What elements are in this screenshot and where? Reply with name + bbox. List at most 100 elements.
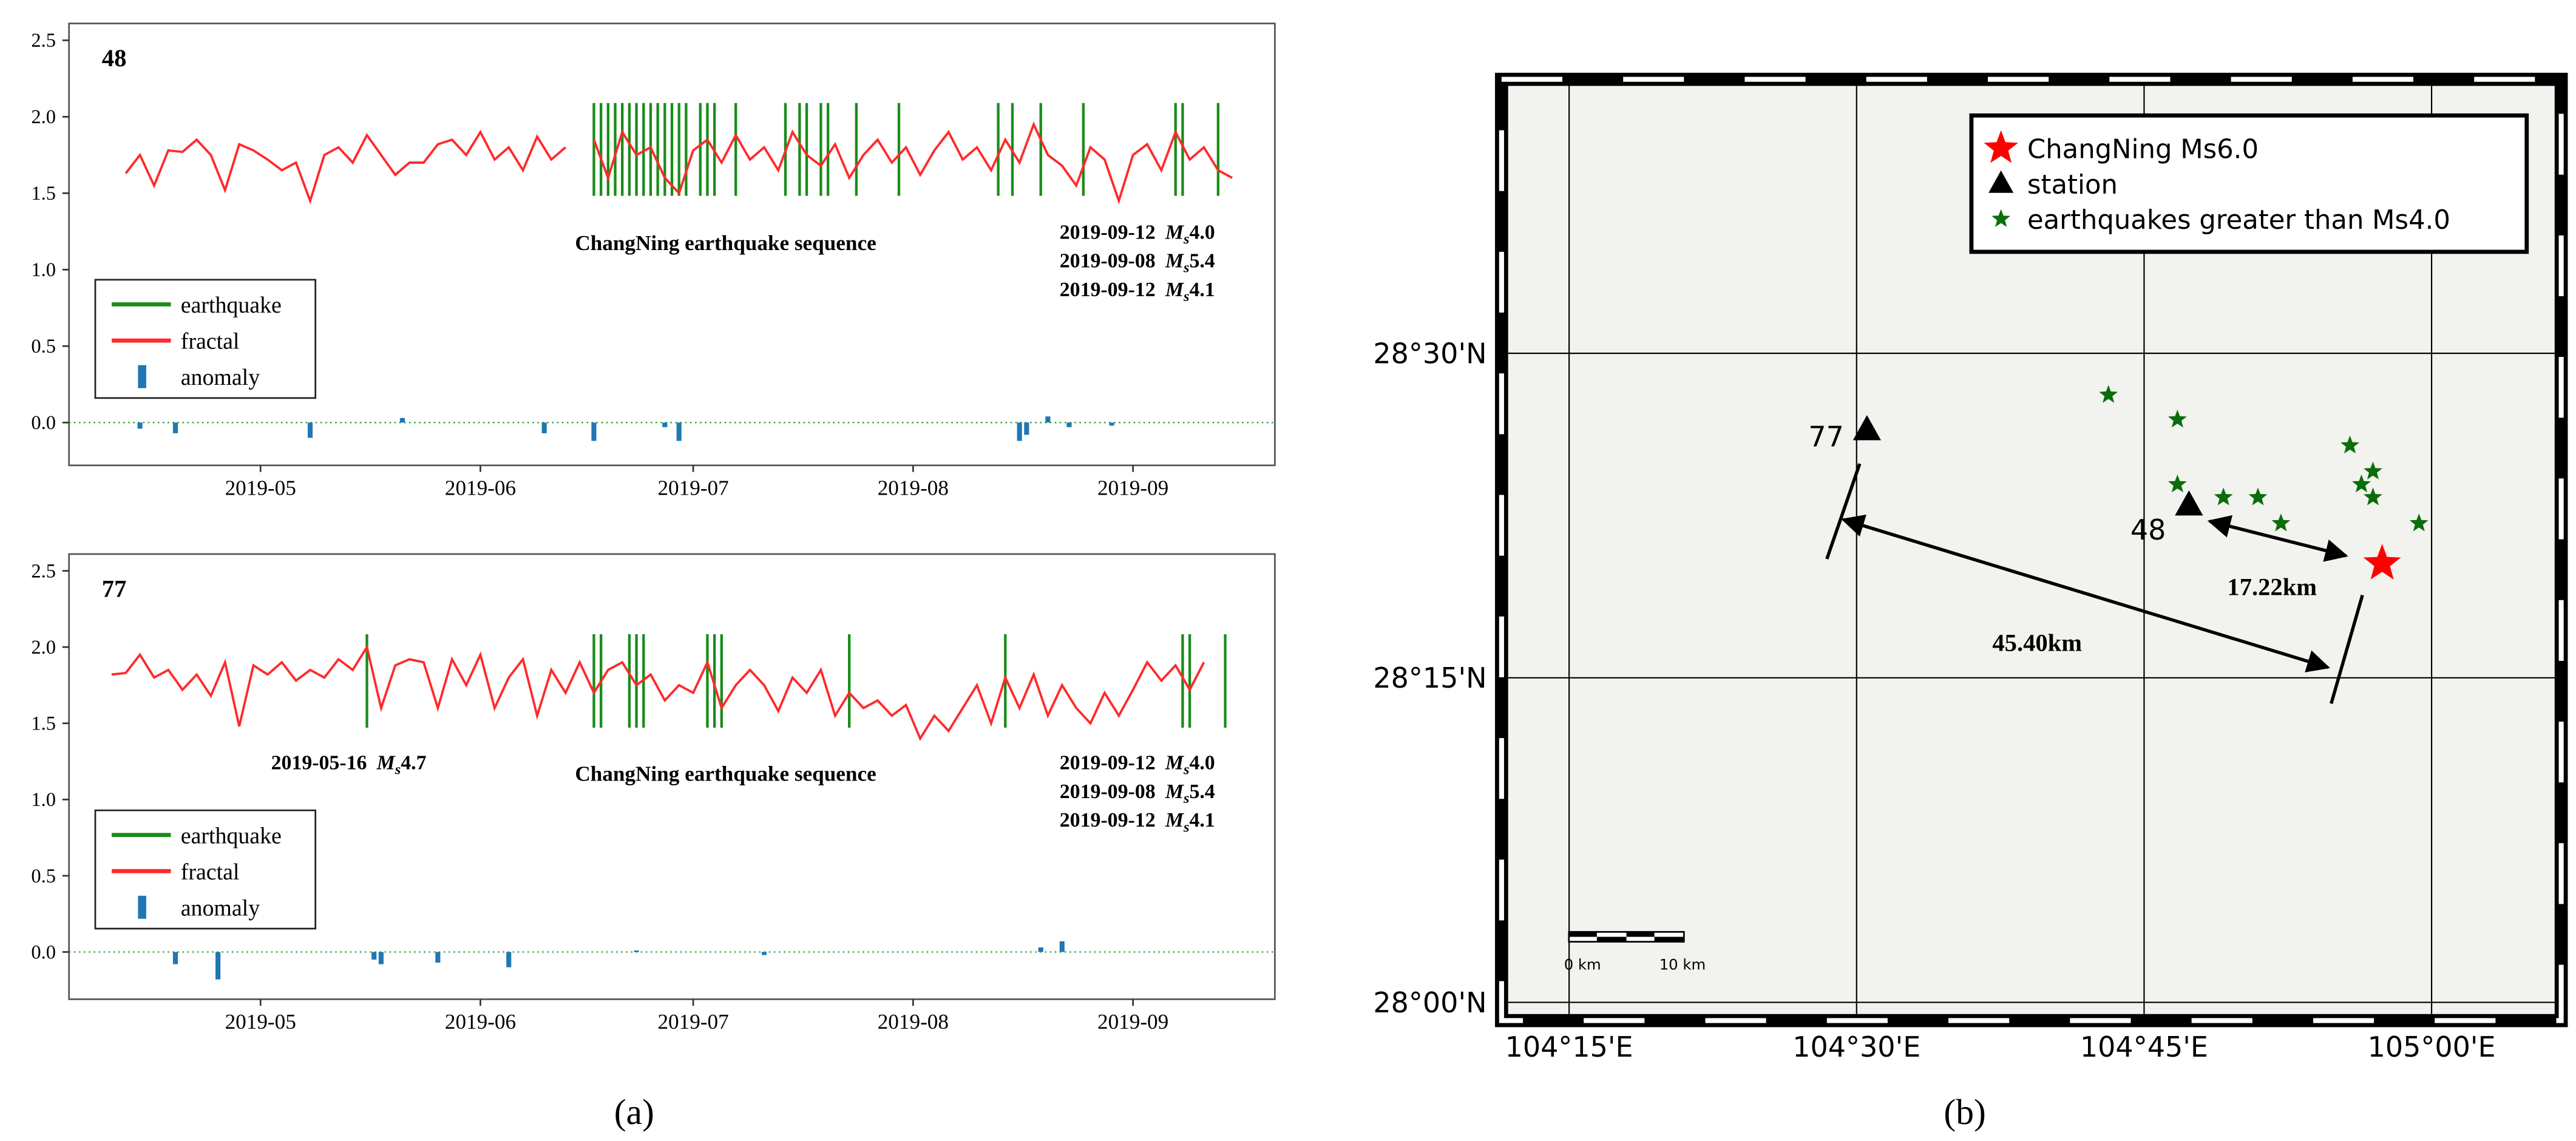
event-symbol: M (1165, 250, 1185, 273)
station-marker (2175, 490, 2203, 516)
earthquake-marker (2248, 487, 2268, 506)
legend-marker (1991, 209, 2011, 227)
event-subscript: s (1183, 260, 1189, 276)
anomaly-bar (1017, 422, 1022, 441)
scale-bar-segment (1568, 932, 1597, 937)
anomaly-bar (378, 952, 384, 964)
x-tick-label: 2019-07 (657, 476, 728, 499)
y-tick-label: 1.0 (31, 789, 56, 811)
event-date: 2019-09-12 (1060, 221, 1156, 243)
scale-bar-segment (1654, 936, 1684, 942)
event-date: 2019-09-12 (1060, 752, 1156, 774)
plot-frame (68, 553, 1276, 1000)
anomaly-bar (506, 952, 512, 967)
earthquake-marker (2352, 474, 2371, 493)
event-date: 2019-05-16 (271, 752, 367, 774)
earthquake-marker (2340, 435, 2360, 454)
event-symbol: M (1165, 809, 1185, 831)
earthquake-marker (2214, 487, 2233, 506)
event-label: 2019-09-12 Ms4.1 (1060, 279, 1215, 305)
earthquake-marker (2364, 487, 2382, 506)
scale-label: 10 km (1659, 956, 1706, 973)
x-tick-label: 2019-06 (445, 476, 516, 499)
event-magnitude: 4.1 (1189, 279, 1215, 301)
time-series-panel: 0.0 0.5 1.0 1.5 2.0 2.5 2019-05 2019-06 2019-07 2… (31, 22, 1276, 499)
legend-label: ChangNing Ms6.0 (2027, 135, 2259, 165)
earthquake-marker (2168, 474, 2187, 493)
anomaly-bar (541, 422, 547, 433)
y-tick-label: 2.5 (31, 30, 56, 52)
event-magnitude: 4.0 (1189, 752, 1215, 774)
panel-title: 48 (102, 44, 127, 72)
x-tick-label: 2019-09 (1097, 476, 1168, 499)
event-magnitude: 4.7 (401, 752, 426, 774)
y-tick-label: 0.0 (31, 941, 56, 963)
anomaly-bar (172, 952, 178, 964)
event-symbol: M (1165, 279, 1185, 301)
anomaly-bar (435, 952, 441, 963)
earthquake-marker (2099, 385, 2118, 403)
event-symbol: M (376, 752, 396, 774)
y-tick-label: 0.5 (31, 336, 56, 357)
event-magnitude: 5.4 (1189, 250, 1215, 273)
anomaly-bar (1045, 416, 1051, 423)
distance-label: 17.22km (2227, 574, 2317, 601)
legend-box (1969, 113, 2529, 254)
event-label: 2019-09-12 Ms4.0 (1060, 221, 1215, 247)
legend-marker (1988, 170, 2014, 193)
x-tick-label: 2019-05 (225, 1010, 296, 1034)
y-tick-label: 0.0 (31, 412, 56, 434)
x-tick-label: 2019-07 (657, 1010, 728, 1034)
legend-label: earthquakes greater than Ms4.0 (2027, 205, 2450, 235)
station-label: 48 (2130, 513, 2166, 546)
event-label: 2019-05-16 Ms4.7 (271, 752, 427, 778)
fractal-line (124, 121, 1233, 205)
event-subscript: s (1183, 231, 1189, 247)
event-date: 2019-09-08 (1060, 780, 1156, 803)
annotation: ChangNing earthquake sequence (575, 231, 876, 255)
mainshock-marker (2363, 544, 2401, 580)
x-tick-label: 2019-08 (878, 476, 949, 499)
annotation: ChangNing earthquake sequence (575, 762, 876, 785)
map-frame-pattern (1499, 76, 2564, 1023)
scale-bar-segment (1626, 932, 1655, 937)
x-tick-label: 105°00'E (2368, 1031, 2496, 1063)
station-label: 77 (1808, 420, 1844, 453)
legend-marker (1984, 130, 2018, 163)
fractal-line (111, 644, 1205, 741)
legend-label: earthquake (181, 823, 282, 848)
event-magnitude: 4.0 (1189, 221, 1215, 243)
x-tick-label: 2019-09 (1097, 1010, 1168, 1034)
y-tick-label: 2.0 (31, 637, 56, 659)
legend-label: anomaly (181, 365, 260, 390)
anomaly-bar (371, 952, 377, 960)
earthquake-marker (2168, 409, 2187, 428)
event-subscript: s (1183, 288, 1189, 305)
panel-label: (a) (614, 1092, 654, 1132)
event-symbol: M (1165, 752, 1185, 774)
y-tick-label: 2.0 (31, 106, 56, 128)
panel-label: (b) (1944, 1092, 1985, 1132)
event-symbol: M (1165, 221, 1185, 243)
scale-label: 0 km (1564, 956, 1601, 973)
legend-swatch (138, 895, 146, 919)
legend-label: station (2027, 170, 2118, 200)
event-label: 2019-09-12 Ms4.1 (1060, 809, 1215, 835)
distance-arrow (1841, 514, 2330, 672)
event-magnitude: 4.1 (1189, 809, 1215, 831)
y-tick-label: 0.5 (31, 865, 56, 887)
event-magnitude: 5.4 (1189, 780, 1215, 803)
x-tick-label: 2019-06 (445, 1010, 516, 1034)
distance-label: 45.40km (1992, 629, 2082, 657)
event-date: 2019-09-12 (1060, 279, 1156, 301)
anomaly-bar (1066, 422, 1072, 427)
event-label: 2019-09-12 Ms4.0 (1060, 752, 1215, 778)
y-tick-label: 28°15'N (1373, 662, 1486, 694)
anomaly-bar (1109, 422, 1114, 426)
y-tick-label: 28°30'N (1373, 337, 1486, 370)
distance-arrow (2207, 515, 2348, 562)
fault-segment (1825, 463, 1862, 560)
fault-segment (2330, 594, 2364, 704)
y-tick-label: 2.5 (31, 560, 56, 582)
